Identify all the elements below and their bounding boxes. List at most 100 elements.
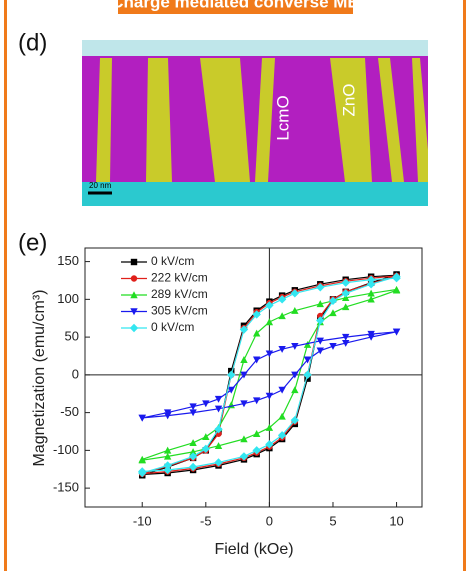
point: [202, 433, 210, 440]
point: [303, 370, 312, 380]
frame-left: [4, 0, 7, 571]
point: [189, 403, 197, 411]
point: [252, 356, 261, 364]
x-axis-label: Field (kOe): [214, 541, 293, 558]
point: [316, 347, 324, 355]
legend-label: 289 kV/cm: [151, 287, 208, 301]
point: [341, 339, 350, 347]
zno-column: [330, 58, 372, 182]
point: [265, 424, 274, 431]
x-tick-label: 5: [329, 513, 336, 528]
point: [214, 458, 223, 467]
legend-marker: [130, 275, 138, 282]
point: [341, 289, 350, 298]
point: [316, 300, 324, 308]
point: [240, 371, 248, 379]
x-tick-label: 0: [266, 513, 273, 528]
point: [265, 440, 274, 449]
x-tick-label: -10: [133, 513, 152, 528]
point: [201, 444, 211, 454]
frame-right: [463, 0, 466, 571]
point: [240, 435, 248, 443]
point: [163, 412, 172, 420]
point: [202, 400, 210, 408]
point: [277, 295, 287, 304]
point: [329, 309, 337, 317]
point: [303, 356, 312, 364]
y-tick-label: 50: [65, 329, 79, 344]
zno-column: [378, 58, 404, 182]
point: [341, 303, 350, 311]
point: [138, 414, 146, 422]
image-label: LcmO: [273, 95, 292, 140]
point: [367, 333, 375, 341]
point: [163, 452, 172, 460]
point: [189, 409, 197, 417]
point: [367, 289, 375, 297]
point: [163, 446, 172, 454]
point: [265, 350, 274, 358]
point: [252, 397, 261, 405]
y-tick-label: 100: [57, 291, 79, 306]
legend-marker: [130, 291, 138, 299]
point: [240, 400, 248, 408]
zno-column: [96, 58, 112, 182]
y-tick-label: -100: [53, 442, 79, 457]
point: [329, 342, 337, 350]
point: [214, 442, 223, 450]
point: [328, 296, 338, 306]
point: [278, 386, 286, 394]
film-lcmo: [82, 56, 428, 182]
point: [316, 283, 325, 292]
point: [239, 452, 249, 461]
banner-title: Charge mediated converse ME: [111, 0, 359, 11]
y-tick-label: -150: [53, 480, 79, 495]
point: [367, 295, 375, 303]
point: [163, 461, 172, 470]
point: [290, 415, 300, 425]
y-tick-label: 0: [72, 366, 79, 381]
point: [303, 340, 312, 348]
legend-marker: [130, 308, 138, 316]
point: [341, 278, 350, 287]
point: [265, 318, 274, 326]
point: [341, 333, 350, 341]
point: [278, 345, 286, 353]
point: [227, 370, 236, 380]
legend-label: 0 kV/cm: [151, 320, 194, 334]
point: [316, 337, 324, 345]
point: [290, 289, 300, 298]
point: [316, 316, 325, 325]
point: [252, 446, 261, 455]
point: [138, 467, 147, 476]
point: [277, 431, 287, 440]
point: [227, 386, 235, 394]
zno-column: [412, 58, 428, 182]
point: [291, 371, 299, 379]
point: [366, 275, 376, 284]
cap-layer: [82, 40, 428, 60]
scale-label: 20 nm: [89, 181, 112, 190]
legend-label: 222 kV/cm: [151, 271, 208, 285]
zno-column: [200, 58, 250, 182]
y-axis-label: Magnetization (emu/cm³): [31, 290, 48, 467]
point: [189, 439, 197, 447]
point: [214, 395, 223, 403]
point: [214, 405, 223, 413]
point: [366, 280, 376, 289]
point: [341, 294, 350, 302]
y-tick-label: 150: [57, 253, 79, 268]
legend-label: 305 kV/cm: [151, 304, 208, 318]
point: [240, 356, 248, 363]
point: [265, 392, 274, 400]
point: [188, 462, 198, 472]
plot-frame: [84, 247, 423, 508]
legend-marker: [129, 323, 139, 333]
image-label: ZnO: [339, 83, 358, 116]
zno-column: [146, 58, 172, 182]
point: [278, 412, 286, 420]
zno-column: [255, 58, 275, 182]
point: [291, 306, 299, 314]
point: [189, 448, 197, 456]
